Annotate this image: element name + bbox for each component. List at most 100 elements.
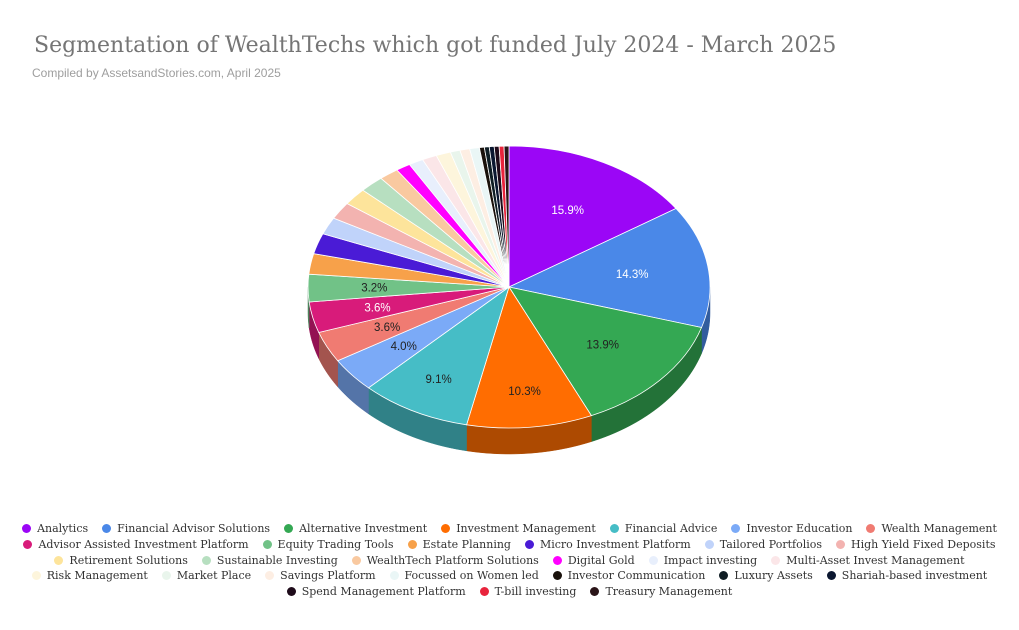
legend-label: Tailored Portfolios	[719, 538, 822, 552]
legend-swatch	[731, 524, 741, 534]
data-label-advisor-assisted-investment-platform: 3.6%	[364, 302, 390, 314]
legend-swatch	[479, 587, 489, 597]
legend-label: Financial Advice	[624, 522, 718, 536]
legend-label: Investor Communication	[567, 569, 706, 583]
legend-item-alternative-investment[interactable]: Alternative Investment	[284, 522, 427, 535]
legend-swatch	[407, 540, 417, 550]
legend-label: Risk Management	[46, 569, 148, 583]
legend-item-treasury-management[interactable]: Treasury Management	[590, 585, 732, 598]
legend-label: Shariah-based investment	[841, 569, 988, 583]
legend-item-risk-management[interactable]: Risk Management	[31, 569, 148, 583]
data-label-analytics: 15.9%	[551, 205, 584, 217]
legend-label: Financial Advisor Solutions	[117, 522, 271, 536]
data-label-alternative-investment: 13.9%	[586, 340, 619, 352]
legend-label: Impact investing	[663, 553, 758, 567]
legend-swatch	[719, 571, 729, 581]
legend-label: Analytics	[37, 522, 89, 536]
legend-swatch	[351, 555, 361, 565]
legend-item-t-bill-investing[interactable]: T-bill investing	[479, 585, 576, 598]
pie-slice-treasury-management[interactable]	[503, 145, 510, 288]
legend-swatch	[771, 555, 781, 565]
legend-row: Analytics Financial Advisor Solutions Alte…	[10, 521, 1009, 537]
legend-label: Multi-Asset Invest Management	[786, 553, 965, 567]
legend-swatch	[102, 524, 112, 534]
legend-row: Spend Management Platform T-bill investin…	[10, 584, 1009, 600]
legend-item-shariah-based-investment[interactable]: Shariah-based investment	[826, 569, 988, 583]
legend-swatch	[265, 571, 275, 581]
legend-row: Advisor Assisted Investment Platform Equi…	[10, 537, 1009, 553]
legend-swatch	[524, 540, 534, 550]
legend-label: Treasury Management	[605, 585, 733, 599]
legend-item-financial-advice[interactable]: Financial Advice	[609, 522, 718, 536]
legend-swatch	[552, 555, 562, 565]
chart-title: Segmentation of WealthTechs which got fu…	[34, 33, 837, 58]
legend-label: Alternative Investment	[299, 522, 428, 536]
legend-label: Retirement Solutions	[69, 553, 188, 567]
legend-label: Luxury Assets	[734, 569, 813, 583]
legend-item-estate-planning[interactable]: Estate Planning	[407, 538, 511, 552]
legend-swatch	[284, 524, 294, 534]
legend-item-equity-trading-tools[interactable]: Equity Trading Tools	[262, 538, 394, 552]
legend-swatch	[590, 587, 600, 597]
legend-item-analytics[interactable]: Analytics	[22, 522, 88, 535]
legend-label: Equity Trading Tools	[277, 538, 394, 552]
legend-row: Retirement Solutions Sustainable Investin…	[10, 552, 1009, 568]
pie-chart: 15.9% 14.3% 13.9% 10.3% 9.1% 4.0% 3.6% 3.6% 3.2%	[307, 145, 711, 455]
legend-swatch	[31, 571, 41, 581]
legend-item-luxury-assets[interactable]: Luxury Assets	[719, 569, 813, 583]
legend-item-spend-management-platform[interactable]: Spend Management Platform	[286, 585, 466, 599]
legend-swatch	[389, 571, 399, 581]
data-label-equity-trading-tools: 3.2%	[361, 283, 387, 295]
legend-item-market-place[interactable]: Market Place	[161, 569, 252, 583]
legend-item-digital-gold[interactable]: Digital Gold	[552, 553, 635, 567]
legend-label: Savings Platform	[280, 569, 376, 583]
chart-subtitle: Compiled by AssetsandStories.com, April …	[32, 66, 281, 80]
legend-label: High Yield Fixed Deposits	[851, 538, 996, 552]
legend-swatch	[826, 571, 836, 581]
legend-item-micro-investment-platform[interactable]: Micro Investment Platform	[524, 538, 691, 551]
legend-item-wealth-management[interactable]: Wealth Management	[866, 522, 997, 535]
legend-label: Market Place	[176, 569, 252, 583]
pie-slice-analytics[interactable]	[508, 145, 677, 288]
legend-label: Spend Management Platform	[301, 585, 466, 599]
legend-item-wealthtech-platform-solutions[interactable]: WealthTech Platform Solutions	[351, 554, 539, 567]
legend-item-multi-asset-invest-management[interactable]: Multi-Asset Invest Management	[771, 553, 965, 567]
legend-item-tailored-portfolios[interactable]: Tailored Portfolios	[704, 538, 822, 552]
pie-slice-financial-advisor-solutions[interactable]	[507, 208, 711, 328]
legend-swatch	[23, 540, 33, 550]
legend-swatch	[22, 524, 32, 534]
legend-swatch	[704, 540, 714, 550]
legend-item-investment-management[interactable]: Investment Management	[441, 522, 596, 535]
legend-item-high-yield-fixed-deposits[interactable]: High Yield Fixed Deposits	[836, 538, 996, 551]
legend-swatch	[609, 524, 619, 534]
legend-item-sustainable-investing[interactable]: Sustainable Investing	[201, 553, 338, 567]
legend-label: Focussed on Women led	[404, 569, 539, 583]
pie-slice-investment-management[interactable]	[466, 286, 593, 429]
legend-item-retirement-solutions[interactable]: Retirement Solutions	[54, 554, 188, 567]
legend-item-focussed-on-women-led[interactable]: Focussed on Women led	[389, 569, 539, 583]
legend-label: Estate Planning	[422, 538, 511, 552]
legend-item-investor-education[interactable]: Investor Education	[731, 522, 852, 535]
legend-swatch	[648, 555, 658, 565]
legend-label: Sustainable Investing	[216, 553, 338, 567]
legend-row: Risk Management Market Place Savings Platf…	[10, 568, 1009, 584]
legend-swatch	[54, 555, 64, 565]
legend-label: Investor Education	[746, 522, 853, 536]
data-label-wealth-management: 3.6%	[374, 322, 400, 334]
legend-label: Investment Management	[456, 522, 596, 536]
legend-swatch	[552, 571, 562, 581]
legend-swatch	[441, 524, 451, 534]
legend-item-savings-platform[interactable]: Savings Platform	[265, 569, 376, 583]
legend-swatch	[161, 571, 171, 581]
legend-label: Digital Gold	[567, 553, 635, 567]
legend-item-advisor-assisted-investment-platform[interactable]: Advisor Assisted Investment Platform	[23, 538, 249, 551]
pie-slice-alternative-investment[interactable]	[508, 286, 703, 417]
legend-item-financial-advisor-solutions[interactable]: Financial Advisor Solutions	[102, 522, 270, 535]
legend-item-investor-communication[interactable]: Investor Communication	[552, 569, 706, 583]
pie-slice-financial-advice[interactable]	[367, 285, 510, 426]
legend-swatch	[866, 524, 876, 534]
legend-item-impact-investing[interactable]: Impact investing	[648, 553, 758, 567]
legend-swatch	[836, 540, 845, 550]
data-label-financial-advisor-solutions: 14.3%	[616, 269, 649, 281]
data-label-investor-education: 4.0%	[391, 341, 417, 353]
